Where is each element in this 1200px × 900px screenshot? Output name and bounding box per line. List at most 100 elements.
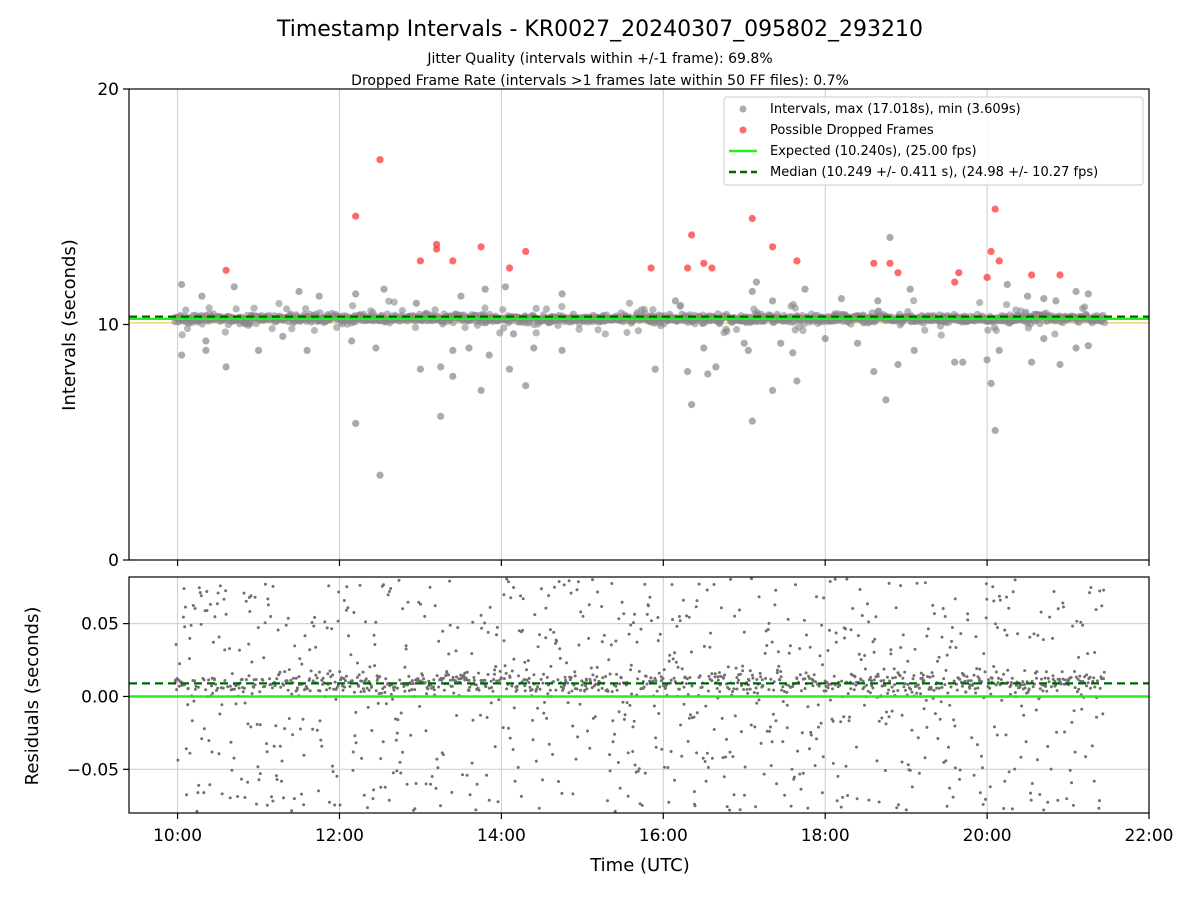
residual-point <box>244 678 248 682</box>
residual-point <box>936 659 939 663</box>
residual-point <box>323 620 327 624</box>
residual-point <box>1009 681 1013 685</box>
residual-point <box>887 581 891 585</box>
residual-point <box>416 677 420 681</box>
residual-point <box>1003 628 1007 632</box>
residual-point <box>933 712 937 716</box>
residual-point <box>314 645 318 649</box>
residual-point <box>368 665 372 669</box>
residual-point <box>497 679 501 682</box>
residual-point <box>998 598 1002 602</box>
residual-point <box>576 735 580 739</box>
residual-point <box>815 595 818 599</box>
residual-point <box>1013 691 1017 694</box>
residual-point <box>990 676 994 680</box>
residual-point <box>660 747 664 751</box>
residual-point <box>334 697 338 701</box>
residual-point <box>943 683 947 687</box>
residual-point <box>273 684 277 688</box>
interval-point <box>1003 301 1011 309</box>
residual-point <box>255 722 259 726</box>
residual-point <box>210 750 214 754</box>
residual-point <box>275 677 279 681</box>
residual-point <box>1024 740 1028 744</box>
residual-point <box>719 606 723 610</box>
interval-point <box>275 300 283 308</box>
residual-point <box>965 675 969 679</box>
residual-point <box>1088 591 1091 595</box>
interval-point <box>769 297 777 305</box>
residual-point <box>1023 686 1027 690</box>
residual-point <box>241 690 245 694</box>
top-y-axis-label: Intervals (seconds) <box>59 239 80 411</box>
residual-point <box>538 633 541 637</box>
residual-point <box>789 804 793 808</box>
residual-point <box>486 673 490 676</box>
residual-point <box>193 679 196 683</box>
residual-point <box>775 671 779 675</box>
residual-point <box>831 761 835 765</box>
residual-point <box>472 676 476 679</box>
residual-point <box>483 678 487 682</box>
residual-point <box>575 588 579 592</box>
residual-point <box>678 619 682 623</box>
interval-point <box>984 326 992 334</box>
dropped-frame-point <box>955 269 963 277</box>
residual-point <box>455 714 459 717</box>
residual-point <box>441 629 445 633</box>
residual-point <box>1036 633 1040 637</box>
residual-point <box>1093 651 1097 654</box>
residual-point <box>882 667 886 671</box>
residual-point <box>777 664 781 668</box>
residual-point <box>775 782 779 786</box>
residual-point <box>802 618 806 622</box>
residual-point <box>996 681 1000 685</box>
residual-point <box>946 691 950 695</box>
residual-point <box>710 679 714 683</box>
residual-point <box>562 686 565 690</box>
interval-point <box>411 323 420 331</box>
residual-point <box>743 793 746 797</box>
residual-point <box>717 671 721 675</box>
residual-point <box>774 588 778 592</box>
residual-point <box>812 673 816 677</box>
residual-point <box>868 691 872 695</box>
residual-point <box>548 688 552 692</box>
residual-point <box>808 676 811 680</box>
interval-point <box>485 351 493 359</box>
interval-point <box>398 306 406 315</box>
interval-point <box>976 299 984 307</box>
residual-point <box>422 677 426 681</box>
residual-point <box>981 803 985 806</box>
residual-point <box>441 753 445 757</box>
residual-point <box>404 647 408 651</box>
residual-point <box>453 679 457 683</box>
residual-point <box>552 630 556 634</box>
residual-point <box>249 725 253 729</box>
interval-point <box>333 323 341 331</box>
residual-point <box>728 808 732 812</box>
x-tick-label: 12:00 <box>315 826 364 846</box>
residual-point <box>663 765 666 769</box>
residual-point <box>384 677 388 681</box>
residual-point <box>1029 791 1032 795</box>
residual-point <box>238 648 241 652</box>
residual-point <box>944 759 948 763</box>
interval-point <box>349 302 357 310</box>
residual-point <box>1030 782 1034 785</box>
residual-point <box>776 650 780 654</box>
residual-point <box>455 675 458 679</box>
residual-point <box>851 607 855 610</box>
dropped-frame-point <box>684 264 692 272</box>
residual-point <box>1095 715 1098 719</box>
residual-point <box>608 769 612 773</box>
residual-point <box>1021 680 1025 684</box>
residual-point <box>649 619 653 623</box>
residual-point <box>224 589 228 593</box>
residual-point <box>607 658 611 662</box>
residual-point <box>336 619 340 623</box>
residual-point <box>186 687 190 690</box>
residual-point <box>826 649 830 652</box>
interval-point <box>372 344 380 352</box>
interval-point <box>870 368 878 376</box>
